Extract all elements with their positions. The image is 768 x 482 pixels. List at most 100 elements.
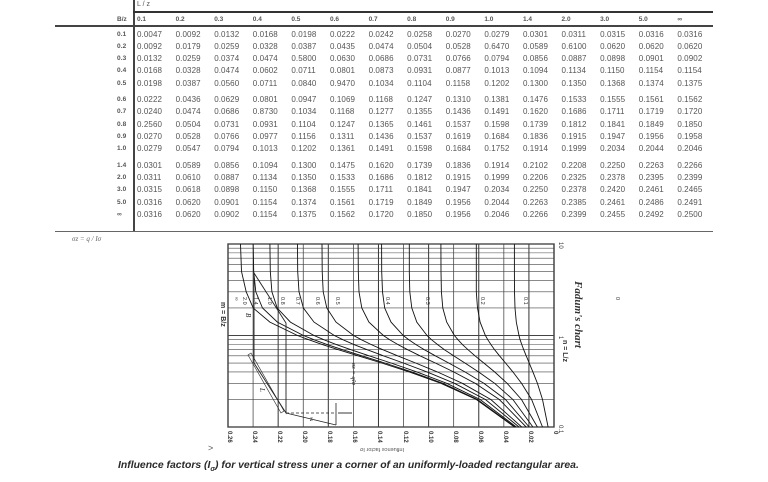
table-cell: 0.0620 [175,209,201,219]
table-row: 1.4 0.0301 0.0589 0.0856 0.1094 0.1300 0.1475 0… [55,155,712,171]
table-cell: 0.0589 [522,41,549,51]
table-cell: 0.1686 [368,172,394,182]
table-cell: 0.1915 [445,172,471,182]
table-cell: 0.1850 [407,209,433,219]
table-cell: 0.1947 [445,185,471,195]
formula-note: σz = q / Iσ [72,235,102,243]
curve-label: 0.7 [294,297,300,305]
curve-label: 1.0 [266,297,272,305]
x-tick-label: 0.24 [251,431,258,443]
table-cell: 0.1350 [291,172,317,182]
column-header: 1.4 [522,15,532,23]
table-row: 0.9 0.0270 0.0528 0.0766 0.0977 0.1156 0.1311 0… [55,130,712,142]
table-cell: 0.0731 [407,54,433,64]
table-cell: 0.1620 [522,107,549,117]
table-cell: 0.1947 [600,132,626,142]
table-top-rule [133,11,713,13]
curve-label: 0.2 [479,297,485,305]
table-cell: 0.0898 [600,54,626,64]
table-cell: 0.0931 [252,119,278,129]
table-cell: 0.0315 [137,185,163,195]
x-tick-label: 0.02 [526,431,533,443]
row-label: 1.4 [117,161,127,169]
table-cell: 0.0547 [175,144,201,154]
column-group-label: L / z [137,1,150,8]
table-cell: 0.1561 [329,197,356,207]
table-cell: 0.1491 [368,144,394,154]
table-cell: 0.0887 [214,172,240,182]
table-cell: 0.1686 [561,107,587,117]
row-label: 3.0 [117,186,127,194]
row-label: ∞ [117,210,122,218]
table-cell: 0.1374 [291,197,317,207]
table-cell: 0.2325 [561,172,587,182]
table-cell: 0.0560 [214,78,240,88]
column-header: 5.0 [638,15,648,23]
table-cell: 0.0270 [445,29,471,39]
chart-plot-area: B Lz σz = qIσ [227,243,555,428]
table-cell: 0.0589 [175,160,201,170]
table-cell: 0.1154 [252,197,278,207]
table-row: ∞ 0.0316 0.0620 0.0902 0.1154 0.1375 0.1562 0.1… [55,208,712,220]
column-header: 3.0 [600,15,610,23]
table-cell: 0.0168 [137,66,163,76]
table-cell: 0.2491 [677,197,703,207]
table-cell: 0.1094 [522,66,549,76]
curve-label: ∞ [233,297,239,301]
table-cell: 0.0630 [329,54,356,64]
table-cell: 0.1202 [291,144,317,154]
table-cell: 0.0258 [407,29,433,39]
table-cell: 0.1562 [677,95,703,105]
table-cell: 0.1300 [291,160,317,170]
curve-label: 0 [614,297,620,301]
table-cell: 0.1537 [445,119,471,129]
table-cell: 0.2266 [522,209,549,219]
table-cell: 0.0902 [677,54,703,64]
table-cell: 0.1476 [522,95,549,105]
table-cell: 0.0240 [137,107,163,117]
table-row: 0.5 0.0198 0.0387 0.0560 0.0711 0.0840 0.9470 0… [55,77,712,89]
curve-label: 0.4 [384,297,390,305]
table-cell: 0.1684 [445,144,471,154]
x-tick-label: 0.10 [426,431,433,443]
table-row: 0.3 0.0132 0.0259 0.0374 0.0474 0.5800 0.0630 0… [55,52,712,64]
table-cell: 0.2034 [484,185,510,195]
curve-label: 0.3 [424,297,430,305]
table-cell: 0.0242 [368,29,394,39]
table-cell: 0.2455 [600,209,626,219]
curve-label: 0.5 [334,297,340,305]
table-cell: 0.1711 [368,185,394,195]
table-cell: 0.1461 [407,119,433,129]
table-cell: 0.1277 [368,107,394,117]
column-header: ∞ [677,15,682,23]
table-cell: 0.8730 [252,107,278,117]
table-cell: 0.2266 [677,160,703,170]
x-tick-label: 0.12 [401,431,408,443]
table-cell: 0.1154 [677,66,702,76]
table-cell: 0.2399 [677,172,703,182]
table-cell: 0.0387 [291,41,317,51]
table-row: 2.0 0.0311 0.0610 0.0887 0.1134 0.1350 0.1533 0… [55,171,712,183]
curve-label: 0.1 [522,297,528,305]
header-row: B/z 0.1 0.2 0.3 0.4 0.5 0.6 0.7 0.8 0.9 1.0 1.4 2.0… [55,13,712,25]
table-cell: 0.0168 [252,29,278,39]
table-cell: 0.0092 [137,41,163,51]
table-cell: 0.1168 [368,95,394,105]
table-cell: 0.0610 [175,172,201,182]
table-cell: 0.2385 [561,197,587,207]
column-header: 0.1 [137,15,147,23]
x-tick-label: 0.06 [476,431,483,443]
table-cell: 0.0618 [175,185,201,195]
table-cell: 0.1355 [407,107,433,117]
table-cell: 0.2399 [561,209,587,219]
table-cell: 0.1436 [368,132,394,142]
x-tick-label: 0.20 [301,431,308,443]
table-row: 3.0 0.0315 0.0618 0.0898 0.1150 0.1368 0.1555 0… [55,184,712,196]
table-cell: 0.0528 [175,132,201,142]
table-cell: 0.1561 [638,95,664,105]
table-cell: 0.1150 [252,185,278,195]
table-cell: 0.0316 [677,29,703,39]
table-cell: 0.0620 [175,197,201,207]
table-cell: 0.1311 [329,132,355,142]
